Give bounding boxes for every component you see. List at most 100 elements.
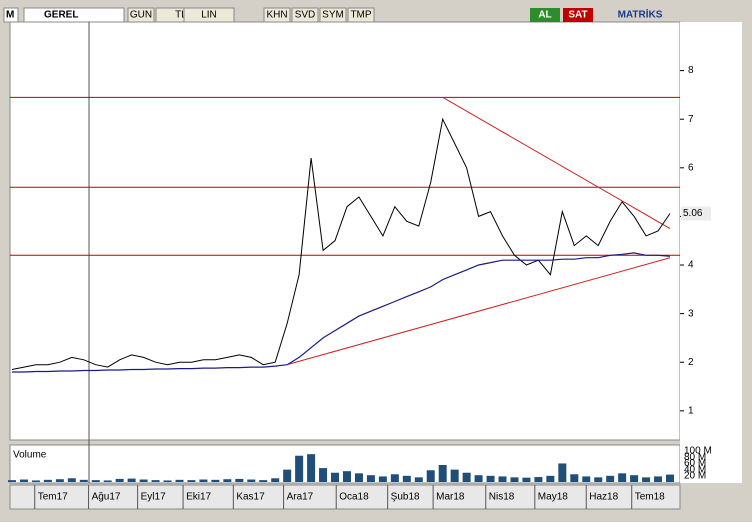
volume-bar [414, 477, 423, 482]
volume-bar [175, 479, 184, 482]
volume-bar [546, 475, 555, 482]
volume-bar [283, 469, 292, 482]
volume-bar [127, 478, 136, 482]
y-tick-label: 8 [688, 65, 694, 76]
x-tick-label: Oca18 [339, 492, 369, 503]
volume-bar [103, 480, 112, 482]
x-tick-label: Mar18 [436, 492, 465, 503]
volume-bar [187, 480, 196, 482]
volume-bar [115, 478, 124, 482]
buy-button[interactable] [530, 8, 560, 22]
volume-bar [426, 470, 435, 482]
volume-bar [522, 477, 531, 482]
volume-bar [259, 480, 268, 482]
toolbar-button[interactable] [183, 7, 235, 23]
volume-bar [271, 478, 280, 482]
volume-bar [402, 475, 411, 482]
volume-bar [594, 477, 603, 482]
volume-bar [223, 479, 232, 482]
volume-bar [534, 477, 543, 482]
volume-bar [510, 477, 519, 482]
brand: MATRİKS [618, 8, 663, 21]
volume-bar [498, 476, 507, 482]
toolbar: M GEREL AL SAT MATRİKS [3, 7, 663, 23]
volume-bar [582, 476, 591, 482]
menu-logo: M [6, 10, 14, 21]
x-tick-label: Tem18 [635, 492, 665, 503]
volume-bar [666, 474, 674, 482]
price-panel [9, 21, 681, 441]
y-tick-label: 4 [688, 260, 694, 271]
volume-tick-label: 60 M [684, 458, 706, 469]
x-tick-label: May18 [538, 492, 568, 503]
volume-tick-label: 20 M [684, 470, 706, 481]
x-tick-label: Ara17 [287, 492, 314, 503]
volume-bar [247, 479, 256, 482]
volume-bar [438, 465, 447, 482]
volume-bar [67, 478, 76, 482]
volume-bar [570, 474, 579, 482]
toolbar-button-label: LIN [201, 10, 217, 21]
axis-panel [680, 22, 742, 483]
menu-icon[interactable] [3, 7, 19, 23]
symbol-box[interactable] [23, 7, 125, 23]
x-tick-label: Ağu17 [92, 492, 121, 503]
volume-bar [307, 454, 316, 482]
toolbar-button[interactable] [127, 7, 155, 23]
volume-bar [31, 480, 40, 482]
toolbar-button-label: GUN [130, 10, 152, 21]
x-tick-label: Eki17 [186, 492, 211, 503]
x-tick-label: Kas17 [236, 492, 265, 503]
volume-bar [199, 479, 208, 482]
toolbar-button-label: TL [175, 10, 187, 21]
last-value-label: 5.06 [683, 208, 703, 219]
volume-tick-label: 100 M [684, 446, 712, 457]
y-tick-label: 6 [688, 162, 694, 173]
volume-bar [558, 463, 567, 482]
volume-bar [91, 480, 100, 482]
volume-title: Volume [13, 450, 47, 461]
y-tick-label: 3 [688, 308, 694, 319]
volume-bar [366, 475, 375, 482]
buy-label: AL [538, 10, 551, 21]
toolbar-button-label: SVD [295, 10, 316, 21]
toolbar-button[interactable] [263, 7, 291, 23]
toolbar-button[interactable] [291, 7, 319, 23]
volume-bar [642, 477, 651, 482]
moving-average [12, 252, 671, 373]
y-tick-label: 7 [688, 114, 694, 125]
toolbar-button[interactable] [347, 7, 375, 23]
y-tick-label: 1 [688, 405, 694, 416]
x-tick-label: Şub18 [391, 492, 420, 503]
volume-bar [139, 479, 148, 482]
toolbar-button-label: SYM [322, 10, 344, 21]
x-axis-bar [9, 484, 681, 510]
toolbar-button-label: TMP [350, 10, 371, 21]
last-value-box [681, 206, 711, 221]
sell-button[interactable] [563, 8, 593, 22]
volume-bar [630, 475, 639, 482]
sell-label: SAT [568, 10, 587, 21]
x-tick-label: Haz18 [589, 492, 618, 503]
trend-line [442, 96, 671, 230]
volume-bar [654, 476, 663, 482]
volume-bar [163, 480, 172, 482]
volume-bar [331, 472, 340, 482]
volume-bar [390, 474, 399, 482]
volume-bar [319, 468, 328, 482]
volume-bar [211, 479, 220, 482]
volume-bar [462, 472, 471, 482]
toolbar-button-label: KHN [266, 10, 287, 21]
volume-bar [450, 469, 459, 482]
volume-tick-label: 80 M [684, 452, 706, 463]
volume-bar [486, 475, 495, 482]
x-tick-label: Nis18 [489, 492, 515, 503]
volume-bar [474, 475, 483, 482]
y-tick-label: 2 [688, 357, 694, 368]
volume-bar [55, 479, 64, 482]
x-tick-label: Eyl17 [141, 492, 166, 503]
toolbar-button[interactable] [319, 7, 347, 23]
volume-tick-label: 40 M [684, 464, 706, 475]
volume-bar [8, 480, 16, 482]
symbol: GEREL [44, 10, 78, 21]
